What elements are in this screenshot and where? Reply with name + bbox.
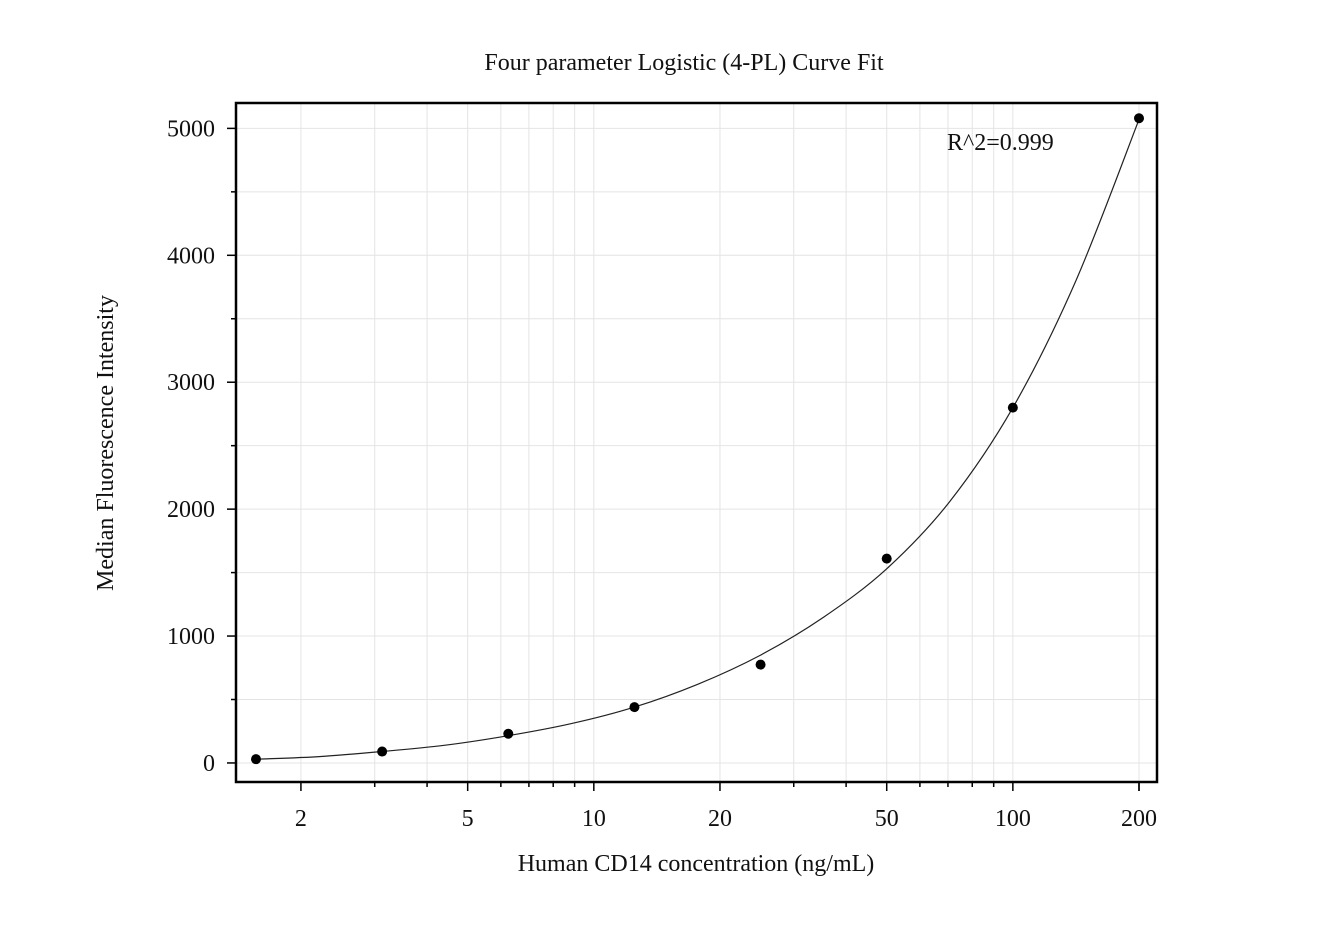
y-tick-label: 1000 xyxy=(167,624,215,650)
x-tick-label: 100 xyxy=(995,806,1031,832)
data-point xyxy=(1134,113,1144,124)
y-tick-label: 2000 xyxy=(167,497,215,523)
y-axis-label: Median Fluorescence Intensity xyxy=(93,295,119,591)
fit-curve xyxy=(255,119,1140,760)
x-tick-label: 5 xyxy=(462,806,474,832)
data-point xyxy=(377,746,388,757)
x-tick-label: 2 xyxy=(295,806,307,832)
data-point xyxy=(503,728,514,739)
axis-ticks xyxy=(227,127,1140,791)
data-point xyxy=(251,754,261,765)
y-tick-label: 0 xyxy=(203,751,215,777)
fit-curve-layer xyxy=(255,119,1140,760)
plot-frame xyxy=(234,101,1159,784)
grid xyxy=(236,103,1157,782)
x-tick-label: 10 xyxy=(582,806,606,832)
y-tick-label: 3000 xyxy=(167,370,215,396)
data-point xyxy=(755,659,766,670)
x-axis-label: Human CD14 concentration (ng/mL) xyxy=(518,851,875,877)
r-squared-annotation: R^2=0.999 xyxy=(947,130,1054,156)
data-point xyxy=(1007,402,1018,413)
x-tick-label: 50 xyxy=(875,806,899,832)
x-tick-label: 200 xyxy=(1121,806,1157,832)
y-tick-label: 5000 xyxy=(167,116,215,142)
chart-title: Four parameter Logistic (4-PL) Curve Fit xyxy=(484,50,884,76)
data-point xyxy=(629,702,640,713)
data-points xyxy=(251,113,1144,765)
data-point xyxy=(881,553,892,564)
y-tick-label: 4000 xyxy=(167,243,215,269)
x-tick-label: 20 xyxy=(708,806,732,832)
